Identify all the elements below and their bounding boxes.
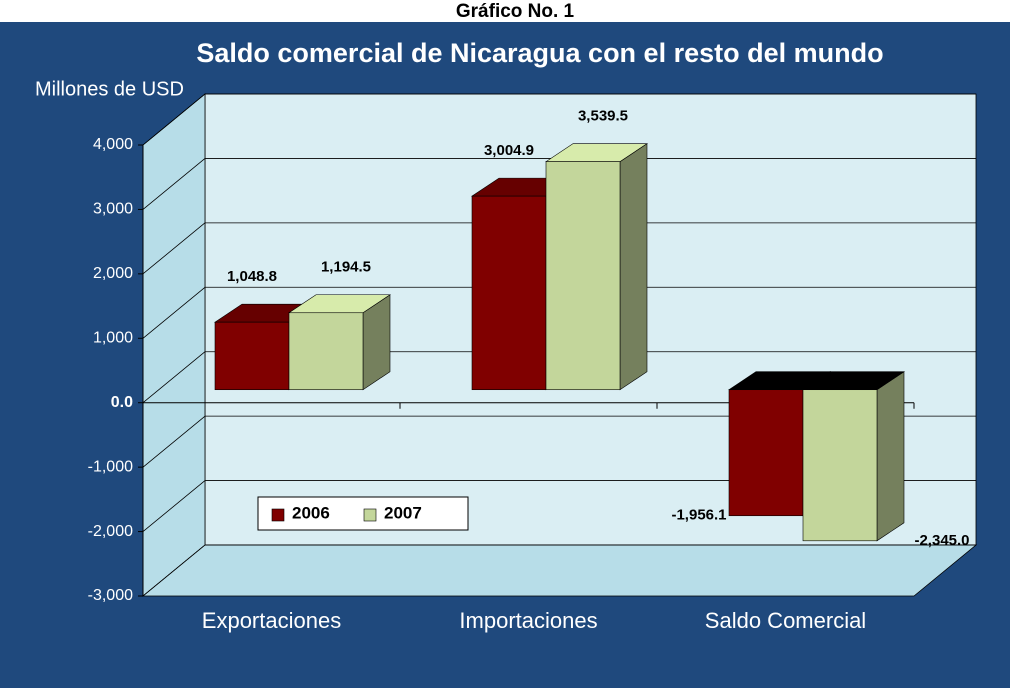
bar-front [214, 321, 290, 391]
grid-line [142, 93, 206, 146]
bar-front [288, 312, 364, 391]
y-axis-label: Millones de USD [35, 78, 184, 100]
floor [141, 544, 978, 597]
grid-line [142, 544, 206, 597]
data-label: -2,345.0 [914, 532, 969, 549]
data-label: 3,004.9 [484, 142, 534, 159]
bar [802, 371, 905, 542]
bar [545, 143, 648, 391]
y-tick-label: 3,000 [93, 201, 133, 218]
x-tick-label: Saldo Comercial [705, 608, 866, 633]
grid-line [142, 286, 206, 339]
y-tick-label: 4,000 [93, 136, 133, 153]
bar-front [471, 195, 547, 391]
data-label: -1,956.1 [671, 507, 726, 524]
legend-box [257, 496, 469, 531]
data-label: 1,194.5 [321, 259, 371, 276]
bar-side [876, 371, 905, 542]
side-wall [142, 93, 206, 597]
grid-line [142, 480, 206, 532]
legend-label: 2006 [292, 503, 330, 522]
legend-swatch [363, 508, 377, 522]
grid-line [142, 351, 206, 404]
y-tick-label: 1,000 [93, 330, 133, 347]
y-tick-label: -2,000 [88, 523, 133, 540]
bar [288, 294, 391, 391]
grid-line [142, 415, 206, 468]
bar-side [619, 143, 648, 391]
chart-caption: Gráfico No. 1 [456, 1, 575, 22]
y-tick-label: 0.0 [111, 394, 133, 411]
data-label: 1,048.8 [227, 268, 277, 285]
bar-front [728, 389, 804, 517]
y-tick-label: -1,000 [88, 458, 133, 475]
x-tick-label: Exportaciones [202, 608, 341, 633]
legend-label: 2007 [384, 503, 422, 522]
y-tick-label: -3,000 [88, 587, 133, 604]
bar-front [545, 161, 621, 391]
bar-front [802, 389, 878, 542]
grid-line [142, 158, 206, 210]
data-label: 3,539.5 [578, 108, 628, 125]
grid-line [142, 222, 206, 275]
x-tick-label: Importaciones [459, 608, 597, 633]
legend-swatch [271, 508, 285, 522]
y-tick-label: 2,000 [93, 265, 133, 282]
chart-title: Saldo comercial de Nicaragua con el rest… [196, 38, 883, 68]
